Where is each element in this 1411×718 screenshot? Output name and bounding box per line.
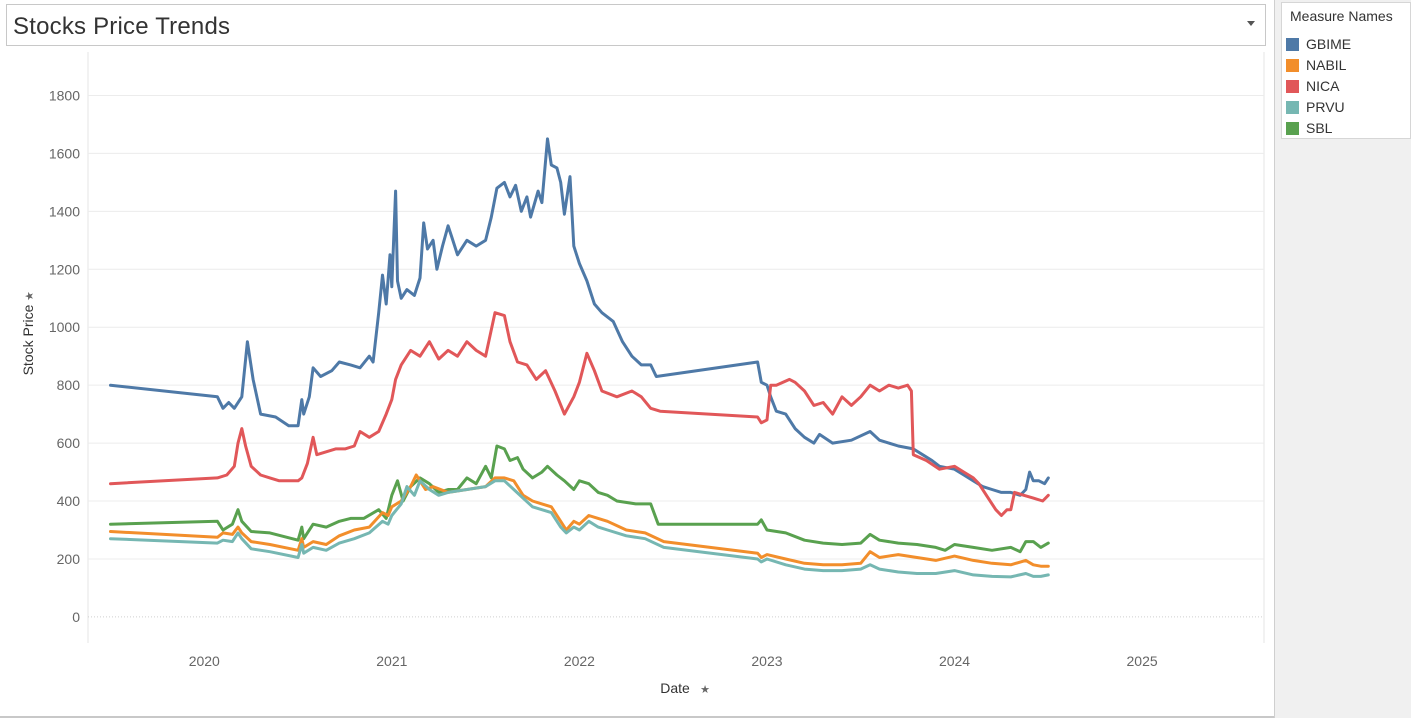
x-axis-label[interactable]: Date [660, 680, 690, 696]
y-tick-label: 1400 [49, 203, 80, 219]
legend-item-gbime[interactable]: GBIME [1286, 35, 1406, 55]
legend-item-sbl[interactable]: SBL [1286, 119, 1406, 139]
x-tick-label: 2020 [189, 653, 220, 669]
series-lines [111, 139, 1049, 577]
y-tick-label: 200 [57, 551, 81, 567]
x-tick-label: 2023 [751, 653, 782, 669]
legend-title: Measure Names [1290, 8, 1393, 24]
legend-swatch-icon [1286, 80, 1299, 93]
legend-label: NABIL [1306, 57, 1346, 73]
legend-swatch-icon [1286, 59, 1299, 72]
series-line-gbime[interactable] [111, 139, 1049, 495]
title-dropdown[interactable]: Stocks Price Trends [6, 4, 1266, 46]
y-tick-label: 400 [57, 493, 81, 509]
series-line-nabil[interactable] [111, 475, 1049, 566]
pin-icon: ★ [700, 684, 710, 696]
x-tick-label: 2025 [1127, 653, 1158, 669]
pin-icon: ★ [24, 291, 36, 301]
x-tick-label: 2021 [376, 653, 407, 669]
y-axis-ticks: 0 200 400 600 800 1000 1200 1400 1600 1800 [49, 87, 80, 624]
y-tick-label: 600 [57, 435, 81, 451]
x-tick-label: 2024 [939, 653, 970, 669]
legend-swatch-icon [1286, 38, 1299, 51]
series-line-prvu[interactable] [111, 481, 1049, 577]
dropdown-caret-icon[interactable] [1247, 21, 1255, 26]
y-axis-label[interactable]: Stock Price [20, 304, 36, 375]
y-tick-label: 1200 [49, 261, 80, 277]
series-line-nica[interactable] [111, 313, 1049, 516]
legend-swatch-icon [1286, 122, 1299, 135]
x-tick-label: 2022 [564, 653, 595, 669]
legend: Measure Names GBIME NABIL NICA PRVU SBL [1281, 2, 1411, 139]
legend-label: GBIME [1306, 36, 1351, 52]
legend-item-nica[interactable]: NICA [1286, 77, 1406, 97]
legend-swatch-icon [1286, 101, 1299, 114]
x-axis-ticks: 2020 2021 2022 2023 2024 2025 [189, 653, 1158, 669]
y-tick-label: 1800 [49, 87, 80, 103]
legend-item-prvu[interactable]: PRVU [1286, 98, 1406, 118]
legend-label: NICA [1306, 78, 1339, 94]
gridlines [88, 52, 1264, 643]
y-tick-label: 0 [72, 609, 80, 625]
y-tick-label: 1600 [49, 145, 80, 161]
legend-label: SBL [1306, 120, 1332, 136]
legend-label: PRVU [1306, 99, 1345, 115]
y-tick-label: 800 [57, 377, 81, 393]
y-tick-label: 1000 [49, 319, 80, 335]
legend-item-nabil[interactable]: NABIL [1286, 56, 1406, 76]
page-title: Stocks Price Trends [13, 13, 230, 41]
